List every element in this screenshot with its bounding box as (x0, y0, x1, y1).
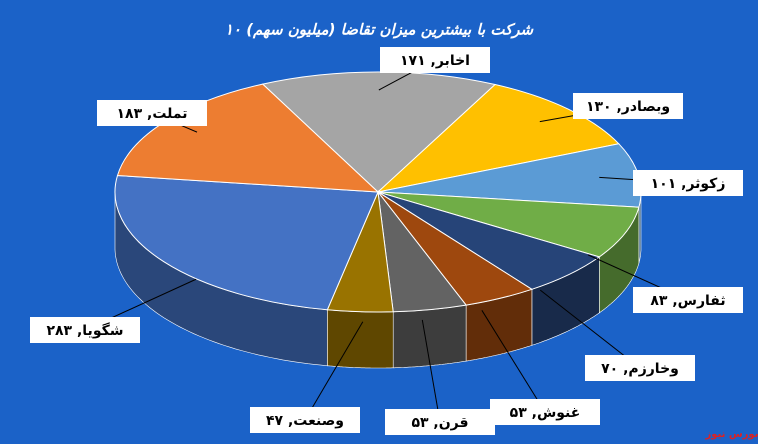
label-box (633, 287, 743, 313)
slice (376, 83, 620, 193)
slice-side (327, 309, 394, 369)
label-box (573, 93, 683, 119)
data-label: وبصادر, ۱۳۰ (586, 99, 670, 115)
label-box (97, 100, 207, 126)
label-box (385, 409, 495, 435)
slice (261, 71, 497, 193)
label-box (30, 317, 140, 343)
data-label: وصنعت, ۴۷ (266, 413, 344, 429)
slice-side (392, 304, 467, 369)
data-label: اخابر, ۱۷۱ (400, 53, 470, 69)
data-label: غنوش, ۵۳ (510, 405, 581, 421)
label-box (490, 399, 600, 425)
data-label: وخارزم, ۷۰ (601, 361, 679, 377)
chart-title: ۱۰ شرکت با بیشترین میزان تقاضا (میلیون س… (225, 21, 535, 39)
data-label: تملت, ۱۸۳ (116, 106, 187, 122)
data-label: شگویا, ۲۸۳ (46, 322, 123, 339)
label-box (633, 170, 743, 196)
data-label: زکوثر, ۱۰۱ (651, 176, 726, 192)
slice (377, 191, 640, 258)
leader-line (421, 319, 441, 423)
slice (114, 174, 379, 311)
data-label: ثفارس, ۸۳ (650, 293, 725, 309)
leader-line (304, 321, 364, 421)
label-box (250, 407, 360, 433)
watermark: بورس نیوز (705, 429, 758, 440)
data-label: قرن, ۵۳ (411, 415, 468, 431)
label-box (380, 47, 490, 73)
label-box (585, 355, 695, 381)
leader-line (481, 310, 546, 413)
